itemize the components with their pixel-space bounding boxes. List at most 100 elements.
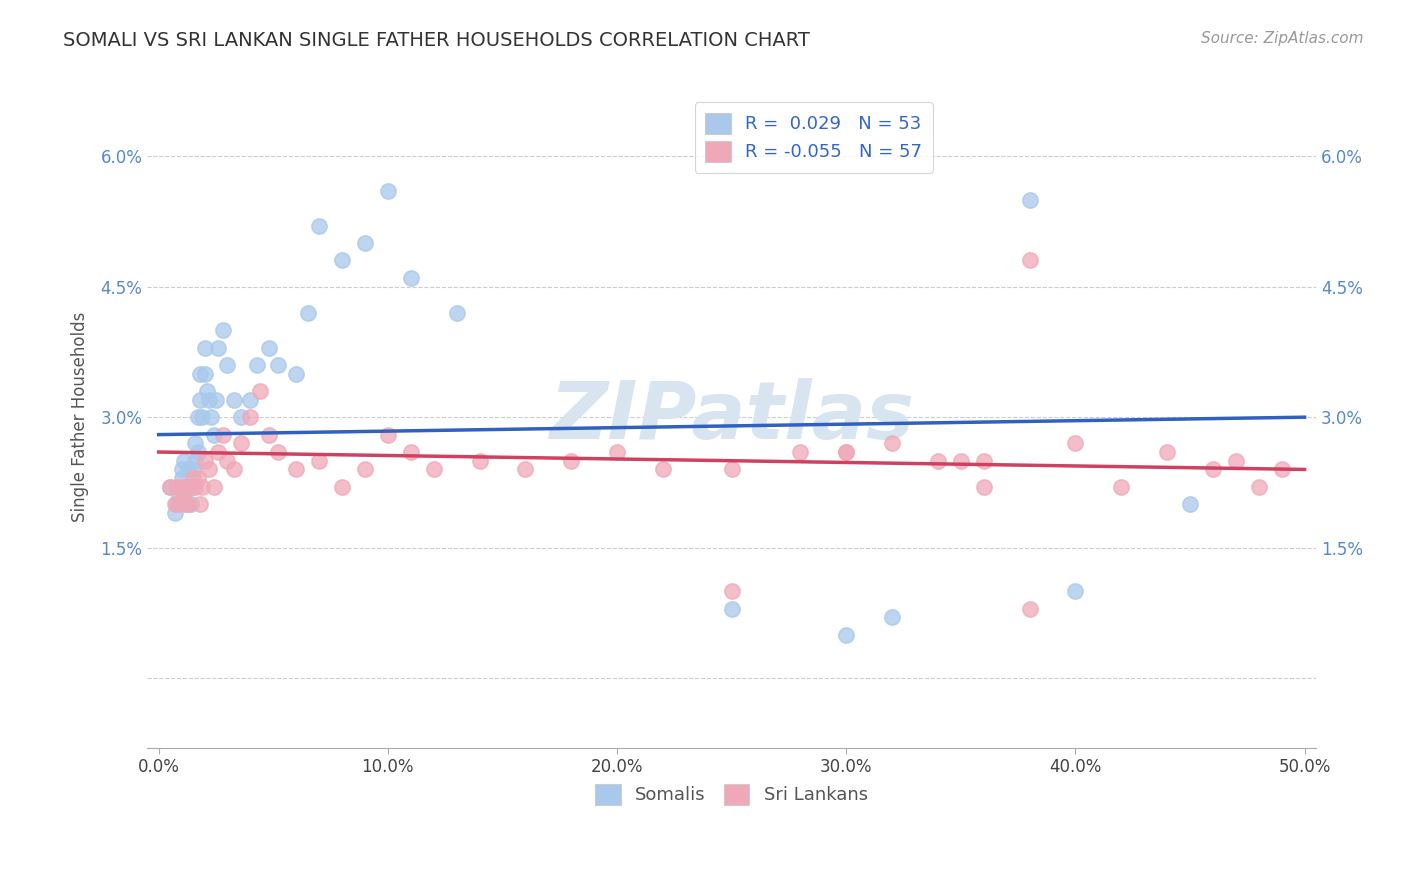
Point [159,480,181,494]
Point [184,454,207,468]
Point [193,341,215,355]
Point [177,480,200,494]
Point [1018,601,1040,615]
Point [399,445,422,459]
Point [330,253,353,268]
Point [200,410,222,425]
Legend: Somalis, Sri Lankans: Somalis, Sri Lankans [588,777,875,812]
Point [835,445,858,459]
Point [257,341,280,355]
Point [211,323,233,337]
Point [181,462,204,476]
Point [173,489,195,503]
Point [193,367,215,381]
Point [973,480,995,494]
Point [267,445,290,459]
Point [1178,497,1201,511]
Point [1109,480,1132,494]
Point [720,584,742,599]
Point [207,445,229,459]
Point [207,341,229,355]
Point [174,497,197,511]
Point [177,462,200,476]
Point [170,462,193,476]
Point [377,184,399,198]
Point [211,427,233,442]
Point [193,454,215,468]
Point [1271,462,1294,476]
Point [720,601,742,615]
Point [170,471,193,485]
Point [267,358,290,372]
Point [174,497,197,511]
Point [399,271,422,285]
Point [169,489,191,503]
Point [468,454,491,468]
Point [297,306,319,320]
Point [720,462,742,476]
Point [173,454,195,468]
Point [377,427,399,442]
Point [166,480,188,494]
Point [1202,462,1225,476]
Point [1156,445,1178,459]
Point [231,410,253,425]
Point [246,358,269,372]
Text: Source: ZipAtlas.com: Source: ZipAtlas.com [1201,31,1364,46]
Point [170,480,193,494]
Point [202,427,225,442]
Point [651,462,673,476]
Point [835,445,858,459]
Point [187,471,209,485]
Point [180,497,202,511]
Point [835,628,858,642]
Point [181,480,204,494]
Point [354,236,377,251]
Point [560,454,582,468]
Point [1225,454,1247,468]
Point [606,445,628,459]
Point [249,384,271,398]
Point [180,480,202,494]
Point [515,462,537,476]
Point [1064,584,1087,599]
Point [927,454,949,468]
Point [180,480,202,494]
Point [166,497,188,511]
Point [187,445,209,459]
Point [169,497,191,511]
Point [308,219,330,233]
Point [422,462,444,476]
Point [224,462,246,476]
Point [188,497,211,511]
Text: SOMALI VS SRI LANKAN SINGLE FATHER HOUSEHOLDS CORRELATION CHART: SOMALI VS SRI LANKAN SINGLE FATHER HOUSE… [63,31,810,50]
Point [1018,253,1040,268]
Point [191,480,214,494]
Point [188,392,211,407]
Point [285,462,308,476]
Y-axis label: Single Father Households: Single Father Households [72,312,89,523]
Point [1018,193,1040,207]
Point [354,462,377,476]
Point [195,384,218,398]
Point [163,497,186,511]
Point [949,454,972,468]
Point [205,392,228,407]
Point [231,436,253,450]
Text: ZIPatlas: ZIPatlas [550,378,914,456]
Point [880,610,903,624]
Point [239,392,262,407]
Point [880,436,903,450]
Point [191,410,214,425]
Point [174,480,197,494]
Point [173,480,195,494]
Point [224,392,246,407]
Point [198,462,221,476]
Point [184,436,207,450]
Point [257,427,280,442]
Point [184,480,207,494]
Point [188,367,211,381]
Point [446,306,468,320]
Point [973,454,995,468]
Point [217,454,239,468]
